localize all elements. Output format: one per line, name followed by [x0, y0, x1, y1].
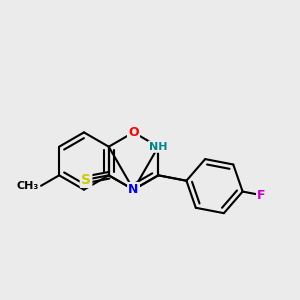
Text: CH₃: CH₃: [16, 181, 39, 191]
Text: N: N: [128, 183, 139, 196]
Text: O: O: [128, 126, 139, 139]
Text: S: S: [81, 173, 91, 187]
Text: NH: NH: [149, 142, 168, 152]
Text: F: F: [257, 189, 266, 202]
